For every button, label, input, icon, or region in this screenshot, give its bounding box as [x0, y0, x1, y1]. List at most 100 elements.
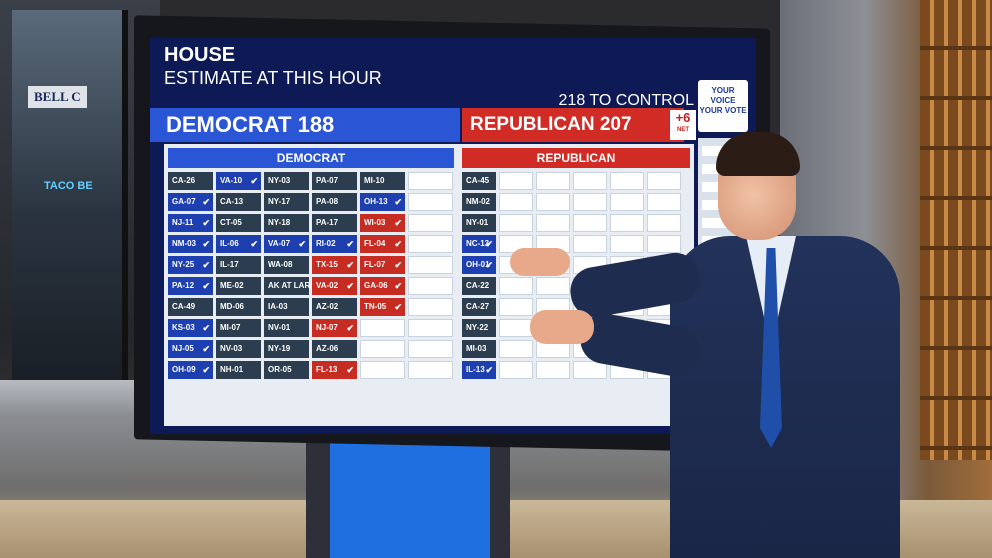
district-slot-empty[interactable] [610, 214, 644, 232]
district-chip[interactable]: IL-13 [462, 361, 496, 379]
district-chip[interactable]: OR-05 [264, 361, 309, 379]
district-chip[interactable]: WA-08 [264, 256, 309, 274]
district-chip[interactable]: FL-04 [360, 235, 405, 253]
district-chip[interactable]: IL-17 [216, 256, 261, 274]
district-chip[interactable]: NY-03 [264, 172, 309, 190]
district-slot-empty[interactable] [610, 193, 644, 211]
district-slot-empty[interactable] [360, 340, 405, 358]
district-slot-empty[interactable] [573, 193, 607, 211]
district-chip[interactable]: PA-12 [168, 277, 213, 295]
district-slot-empty[interactable] [610, 172, 644, 190]
district-slot-empty[interactable] [647, 214, 681, 232]
district-chip[interactable]: PA-08 [312, 193, 357, 211]
district-chip[interactable]: NM-02 [462, 193, 496, 211]
district-slot-empty[interactable] [499, 340, 533, 358]
district-chip[interactable]: NY-19 [264, 340, 309, 358]
district-slot-empty[interactable] [647, 193, 681, 211]
district-chip[interactable]: NY-17 [264, 193, 309, 211]
district-chip[interactable]: CA-26 [168, 172, 213, 190]
district-chip[interactable]: AK AT LARGE [264, 277, 322, 295]
district-chip[interactable]: MI-10 [360, 172, 405, 190]
district-slot-empty[interactable] [408, 256, 453, 274]
district-chip[interactable]: CT-05 [216, 214, 261, 232]
district-slot-empty[interactable] [499, 319, 533, 337]
district-chip[interactable]: TN-05 [360, 298, 405, 316]
district-chip[interactable]: NV-03 [216, 340, 261, 358]
district-slot-empty[interactable] [408, 361, 453, 379]
district-chip[interactable]: OH-13 [360, 193, 405, 211]
district-chip[interactable]: MI-07 [216, 319, 261, 337]
district-slot-empty[interactable] [536, 193, 570, 211]
district-slot-empty[interactable] [536, 172, 570, 190]
district-chip[interactable]: NV-01 [264, 319, 309, 337]
district-slot-empty[interactable] [573, 361, 607, 379]
district-chip[interactable]: FL-07 [360, 256, 405, 274]
district-slot-empty[interactable] [408, 172, 453, 190]
district-slot-empty[interactable] [408, 235, 453, 253]
district-chip[interactable]: CA-13 [216, 193, 261, 211]
district-chip[interactable]: NY-25 [168, 256, 213, 274]
district-chip[interactable]: NY-18 [264, 214, 309, 232]
district-chip[interactable]: TX-15 [312, 256, 357, 274]
district-chip[interactable]: IA-03 [264, 298, 309, 316]
district-chip[interactable]: CA-27 [462, 298, 496, 316]
district-chip[interactable]: NC-13 [462, 235, 496, 253]
district-chip[interactable]: NM-03 [168, 235, 213, 253]
district-slot-empty[interactable] [408, 298, 453, 316]
district-chip[interactable]: VA-07 [264, 235, 309, 253]
control-threshold: 218 TO CONTROL [558, 92, 694, 109]
district-chip[interactable]: GA-07 [168, 193, 213, 211]
district-slot-empty[interactable] [408, 319, 453, 337]
district-slot-empty[interactable] [499, 193, 533, 211]
district-slot-empty[interactable] [360, 361, 405, 379]
district-slot-empty[interactable] [499, 277, 533, 295]
district-chip[interactable]: KS-03 [168, 319, 213, 337]
district-chip[interactable]: NY-01 [462, 214, 496, 232]
district-chip[interactable]: CA-22 [462, 277, 496, 295]
republican-total-bar: REPUBLICAN 207 [462, 108, 684, 142]
district-slot-empty[interactable] [573, 235, 607, 253]
district-slot-empty[interactable] [536, 277, 570, 295]
democrat-panel: DEMOCRAT CA-26GA-07NJ-11NM-03NY-25PA-12C… [168, 148, 454, 422]
district-slot-empty[interactable] [647, 172, 681, 190]
district-chip[interactable]: OH-01 [462, 256, 496, 274]
district-slot-empty[interactable] [360, 319, 405, 337]
district-chip[interactable]: NJ-05 [168, 340, 213, 358]
district-slot-empty[interactable] [408, 193, 453, 211]
district-slot-empty[interactable] [408, 277, 453, 295]
district-chip[interactable]: CA-49 [168, 298, 213, 316]
district-chip[interactable]: VA-10 [216, 172, 261, 190]
district-slot-empty[interactable] [610, 235, 644, 253]
district-chip[interactable]: CA-45 [462, 172, 496, 190]
district-slot-empty[interactable] [647, 235, 681, 253]
district-chip[interactable]: WI-03 [360, 214, 405, 232]
district-chip[interactable]: RI-02 [312, 235, 357, 253]
district-chip[interactable]: OH-09 [168, 361, 213, 379]
district-slot-empty[interactable] [499, 361, 533, 379]
district-chip[interactable]: PA-07 [312, 172, 357, 190]
district-slot-empty[interactable] [499, 214, 533, 232]
district-chip[interactable]: VA-02 [312, 277, 357, 295]
district-slot-empty[interactable] [573, 214, 607, 232]
district-chip[interactable]: AZ-02 [312, 298, 357, 316]
district-chip[interactable]: NY-22 [462, 319, 496, 337]
district-chip[interactable]: NJ-07 [312, 319, 357, 337]
district-chip[interactable]: FL-13 [312, 361, 357, 379]
district-chip[interactable]: MD-06 [216, 298, 261, 316]
district-slot-empty[interactable] [499, 172, 533, 190]
presenter-hand [510, 248, 570, 276]
district-chip[interactable]: GA-06 [360, 277, 405, 295]
district-slot-empty[interactable] [408, 214, 453, 232]
district-chip[interactable]: ME-02 [216, 277, 261, 295]
district-chip[interactable]: NH-01 [216, 361, 261, 379]
district-slot-empty[interactable] [499, 298, 533, 316]
district-slot-empty[interactable] [408, 340, 453, 358]
district-chip[interactable]: AZ-06 [312, 340, 357, 358]
district-slot-empty[interactable] [573, 172, 607, 190]
district-slot-empty[interactable] [536, 361, 570, 379]
district-chip[interactable]: NJ-11 [168, 214, 213, 232]
district-chip[interactable]: PA-17 [312, 214, 357, 232]
district-chip[interactable]: MI-03 [462, 340, 496, 358]
district-slot-empty[interactable] [536, 214, 570, 232]
district-chip[interactable]: IL-06 [216, 235, 261, 253]
